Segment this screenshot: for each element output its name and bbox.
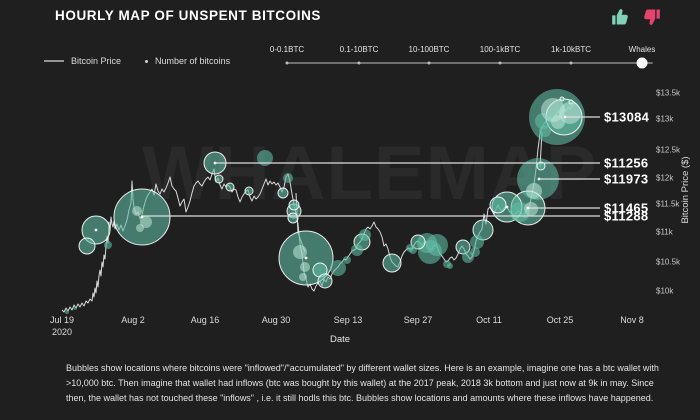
inflow-bubble (559, 96, 565, 102)
y-tick-11500: $11.5k (656, 199, 680, 209)
inflow-bubble (489, 196, 507, 214)
bubble-highlight (524, 202, 538, 216)
inflow-bubble (470, 247, 480, 257)
inflow-bubble (214, 174, 224, 184)
bubble-center-dot (526, 206, 530, 210)
bubble-highlight (559, 102, 581, 124)
x-tick: Aug 16 (190, 315, 220, 325)
thumbs-down-icon[interactable] (641, 7, 662, 27)
legend: Bitcoin Price Number of bitcoins (44, 56, 230, 66)
inflow-bubble (244, 186, 254, 196)
inflow-bubble (351, 244, 363, 256)
inflow-bubble (359, 229, 371, 241)
slider-label-10-100btc[interactable]: 10-100BTC (408, 45, 450, 54)
bubble-highlight (551, 115, 565, 129)
slider-label-0.1-10btc[interactable]: 0.1-10BTC (339, 45, 379, 54)
x-tick: Nov 8 (620, 315, 644, 325)
x-tick: Sep 27 (403, 315, 433, 325)
x-tick: Jul 19 2020 (49, 315, 75, 337)
legend-label: Bitcoin Price (71, 56, 122, 66)
y-tick-10000: $10k (656, 286, 674, 296)
slider-track[interactable] (287, 62, 653, 64)
y-axis-title: Bitcoin Price ($) (680, 156, 691, 224)
y-tick-10500: $10.5k (656, 257, 681, 267)
caption: Bubbles show locations where bitcoins we… (66, 361, 659, 406)
y-tick-12000: $12k (656, 173, 674, 183)
legend-label: Number of bitcoins (155, 56, 231, 66)
x-tick: Oct 11 (476, 315, 502, 325)
slider-label-100-1kbtc[interactable]: 100-1kBTC (479, 45, 521, 54)
price-label-11288: $11288 (604, 208, 649, 224)
slider-label-1k-10kbtc[interactable]: 1k-10kBTC (550, 45, 592, 54)
inflow-bubble (447, 263, 453, 269)
inflow-bubble (73, 306, 77, 310)
bubble-highlight (132, 206, 142, 216)
y-tick-11000: $11k (656, 227, 673, 237)
inflow-bubble (539, 125, 551, 137)
inflow-bubble (257, 150, 273, 166)
legend-item-bitcoin-price[interactable]: Bitcoin Price (44, 56, 121, 66)
slider-label-0-0.1btc[interactable]: 0-0.1BTC (269, 45, 305, 54)
x-tick: Aug 30 (261, 315, 291, 325)
inflow-bubble (104, 241, 112, 249)
price-label-11256: $11256 (604, 155, 649, 171)
bubble-highlight (300, 262, 310, 272)
caption-line: then, the wallet has not touched these "… (66, 393, 654, 403)
x-tick: Aug 2 (121, 315, 145, 325)
bubble-center-dot (213, 161, 217, 165)
bubble-center-dot (304, 256, 308, 260)
inflow-bubble (283, 173, 293, 183)
bubble-center-dot (94, 228, 98, 232)
inflow-bubble (287, 212, 299, 224)
inflow-bubble (409, 246, 417, 254)
page-title: HOURLY MAP OF UNSPENT BITCOINS (55, 8, 322, 23)
inflow-bubble (382, 253, 402, 273)
inflow-bubble (470, 235, 484, 249)
price-label-13084: $13084 (604, 109, 650, 125)
inflow-bubble (225, 182, 235, 192)
bubble-highlight (293, 245, 307, 259)
x-axis-title: Date (330, 334, 351, 345)
caption-line: Bubbles show locations where bitcoins we… (66, 363, 659, 373)
inflow-bubble (343, 256, 351, 264)
thumbs-up-icon[interactable] (610, 7, 631, 27)
bubble-center-dot (537, 177, 541, 181)
dot-swatch-icon (145, 59, 149, 63)
inflow-bubble (65, 310, 69, 314)
inflow-bubble (317, 273, 333, 289)
inflow-bubble (512, 214, 518, 220)
legend-item-number-of-bitcoins[interactable]: Number of bitcoins (145, 56, 230, 66)
x-tick: Oct 25 (546, 315, 574, 325)
bubble-center-dot (563, 115, 567, 119)
feedback-buttons (610, 7, 662, 27)
x-tick: Sep 13 (333, 315, 363, 325)
caption-line: >10,000 btc. Then imagine that wallet ha… (66, 378, 654, 388)
inflow-bubble (78, 237, 96, 255)
slider-knob[interactable] (636, 57, 648, 69)
price-label-11973: $11973 (604, 171, 649, 187)
inflow-bubble (330, 260, 346, 276)
price-label-11465: $11465 (604, 200, 649, 216)
inflow-bubble (536, 161, 546, 171)
inflow-bubble (410, 234, 426, 250)
inflow-bubble (277, 187, 289, 199)
y-tick-13500: $13.5k (656, 88, 681, 98)
y-tick-12500: $12.5k (656, 145, 681, 155)
line-swatch-icon (44, 60, 64, 62)
y-tick-13000: $13k (656, 114, 674, 124)
bubble-highlight (136, 224, 144, 232)
bubble-highlight (526, 183, 542, 199)
slider-label-whales[interactable]: Whales (628, 45, 656, 54)
bubble-center-dot (140, 215, 144, 219)
bubble-center-dot (505, 205, 509, 209)
bubble-highlight (299, 273, 307, 281)
inflow-bubble (288, 199, 300, 211)
bubble-highlight (140, 216, 152, 228)
